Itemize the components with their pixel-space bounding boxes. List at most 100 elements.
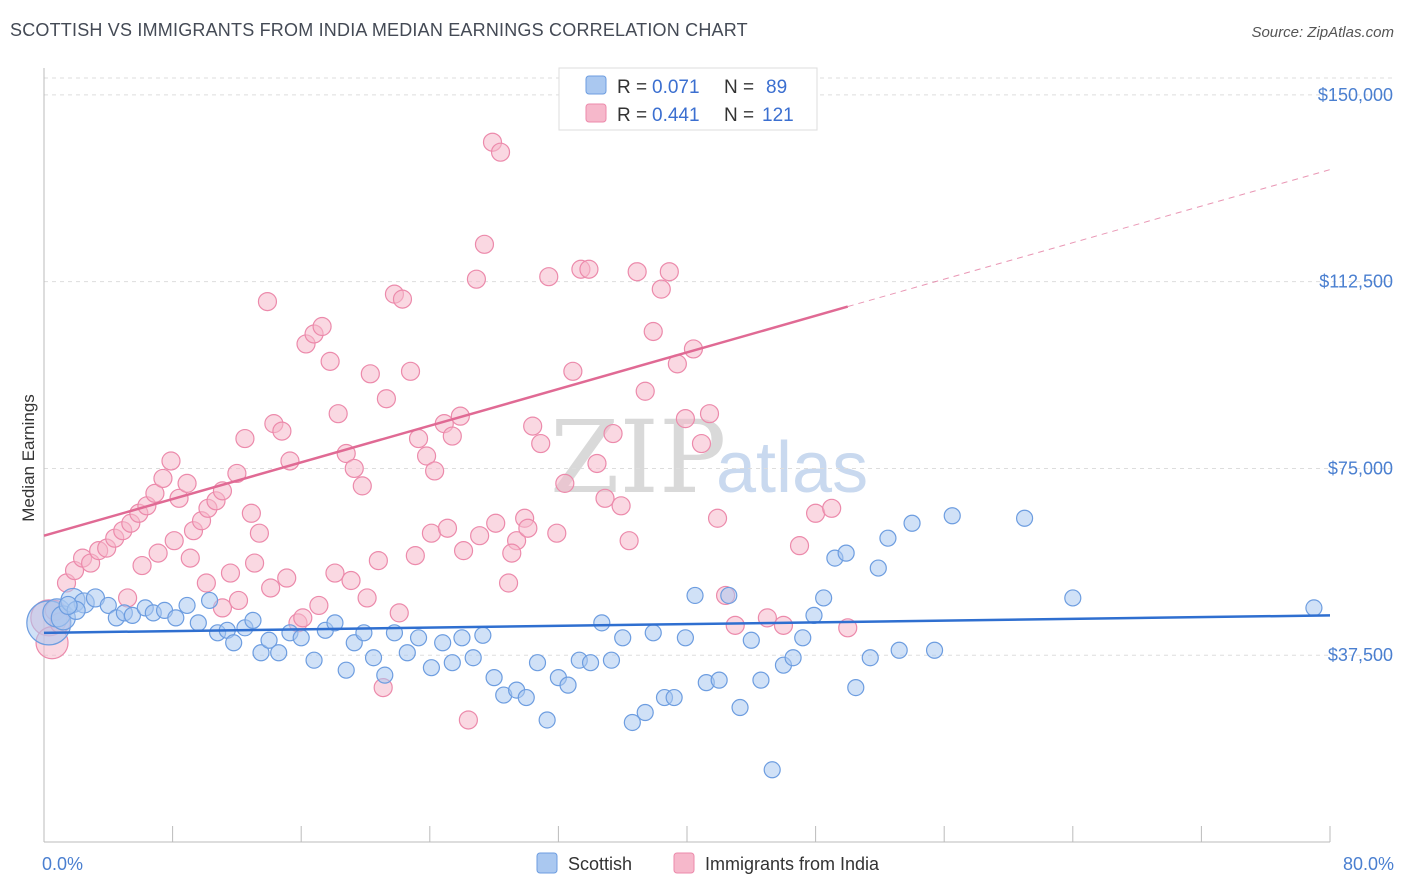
india-point-95: [117, 588, 138, 608]
india-point-104: [261, 578, 281, 598]
india-point-27: [235, 428, 255, 449]
scottish-point-85: [903, 514, 921, 532]
india-point-56: [466, 269, 487, 289]
india-point-60: [498, 573, 519, 593]
india-point-79: [651, 279, 671, 299]
scottish-point-44: [464, 649, 482, 667]
india-point-53: [442, 426, 462, 446]
india-point-97: [148, 543, 168, 563]
legend-r-value-scottish: 0.071: [652, 77, 700, 98]
india-point-45: [376, 389, 396, 409]
scottish-point-81: [861, 649, 879, 667]
india-point-107: [309, 595, 329, 616]
scottish-point-24: [252, 644, 270, 662]
scottish-point-25: [260, 631, 278, 649]
scottish-point-43: [453, 629, 471, 647]
india-point-119: [502, 543, 522, 563]
india-point-29: [249, 523, 270, 543]
scottish-point-58: [614, 629, 632, 647]
india-point-50: [416, 446, 437, 466]
bottom-legend: Scottish Immigrants from India: [536, 852, 880, 874]
y-tick-label-2: $112,500: [1319, 272, 1393, 292]
india-point-109: [341, 570, 361, 591]
scottish-point-41: [434, 634, 452, 652]
scottish-point-11: [123, 606, 142, 624]
legend-n-value-scottish: 89: [766, 77, 787, 98]
scottish-point-39: [409, 629, 428, 647]
india-point-37: [312, 316, 332, 337]
india-point-75: [619, 531, 639, 551]
series-india-points: [30, 132, 858, 730]
trend-line-india-extrapolated: [847, 169, 1331, 308]
source-label: Source: ZipAtlas.com: [1251, 24, 1394, 41]
scottish-point-26: [270, 644, 288, 662]
scottish-point-60: [636, 703, 654, 722]
india-point-103: [244, 553, 265, 573]
scottish-point-84: [890, 641, 908, 659]
india-point-47: [392, 289, 413, 309]
india-point-39: [328, 404, 348, 424]
scottish-point-23: [244, 611, 262, 629]
india-point-28: [241, 503, 261, 523]
scottish-point-72: [763, 761, 781, 779]
india-point-92: [805, 503, 826, 523]
india-point-65: [539, 267, 559, 287]
watermark-zip: ZIP: [550, 399, 726, 516]
legend-n-value-india: 121: [762, 105, 794, 126]
india-point-26: [227, 463, 247, 484]
india-point-113: [405, 546, 425, 566]
scottish-point-70: [742, 631, 760, 649]
scottish-point-80: [847, 678, 865, 697]
scottish-point-79: [837, 544, 855, 562]
scottish-point-15: [167, 609, 185, 627]
axes: [43, 68, 1331, 843]
india-point-112: [389, 603, 409, 623]
india-point-77: [635, 381, 655, 401]
legend-n-label-india: N =: [724, 105, 754, 126]
india-point-105: [277, 568, 297, 588]
scottish-point-75: [794, 629, 812, 647]
scottish-point-53: [559, 676, 577, 694]
india-point-42: [352, 476, 372, 496]
india-point-82: [675, 409, 695, 429]
scottish-point-42: [443, 654, 461, 672]
india-point-67: [555, 473, 575, 493]
scottish-point-87: [943, 507, 961, 525]
india-point-85: [699, 404, 720, 424]
trend-line-india: [43, 305, 849, 537]
india-point-98: [164, 531, 184, 551]
india-point-64: [531, 433, 551, 454]
india-point-19: [177, 473, 197, 493]
grid-lines: [44, 77, 1394, 656]
india-point-120: [518, 518, 538, 538]
y-tick-labels: $37,500 $75,000 $112,500 $150,000: [1318, 85, 1393, 665]
india-point-68: [563, 361, 583, 381]
india-point-66: [547, 523, 567, 543]
scottish-point-51: [538, 711, 556, 729]
y-axis-label: Median Earnings: [19, 394, 38, 522]
scottish-point-65: [686, 586, 704, 605]
bottom-legend-scottish: Scottish: [568, 854, 632, 874]
trend-line-scottish: [43, 614, 1331, 635]
scottish-point-36: [376, 666, 394, 684]
india-point-110: [357, 588, 377, 608]
india-point-115: [437, 518, 458, 538]
bottom-legend-swatch-scottish: [536, 852, 558, 874]
legend-swatch-scottish: [585, 75, 607, 95]
india-point-71: [587, 453, 607, 474]
legend: R = 0.071 N = 89 R = 0.441 N = 121: [558, 67, 818, 131]
india-point-55: [458, 710, 478, 730]
scottish-point-83: [879, 529, 897, 547]
india-point-16: [153, 468, 173, 489]
y-tick-label-3: $150,000: [1318, 85, 1393, 105]
y-tick-label-1: $75,000: [1328, 458, 1393, 478]
scottish-point-46: [485, 669, 503, 687]
scottish-point-21: [225, 634, 243, 652]
scottish-point-50: [528, 654, 547, 672]
scottish-point-82: [869, 559, 887, 577]
india-point-96: [132, 555, 152, 576]
india-point-57: [474, 234, 495, 254]
india-point-25: [220, 563, 241, 583]
india-point-38: [320, 351, 340, 371]
